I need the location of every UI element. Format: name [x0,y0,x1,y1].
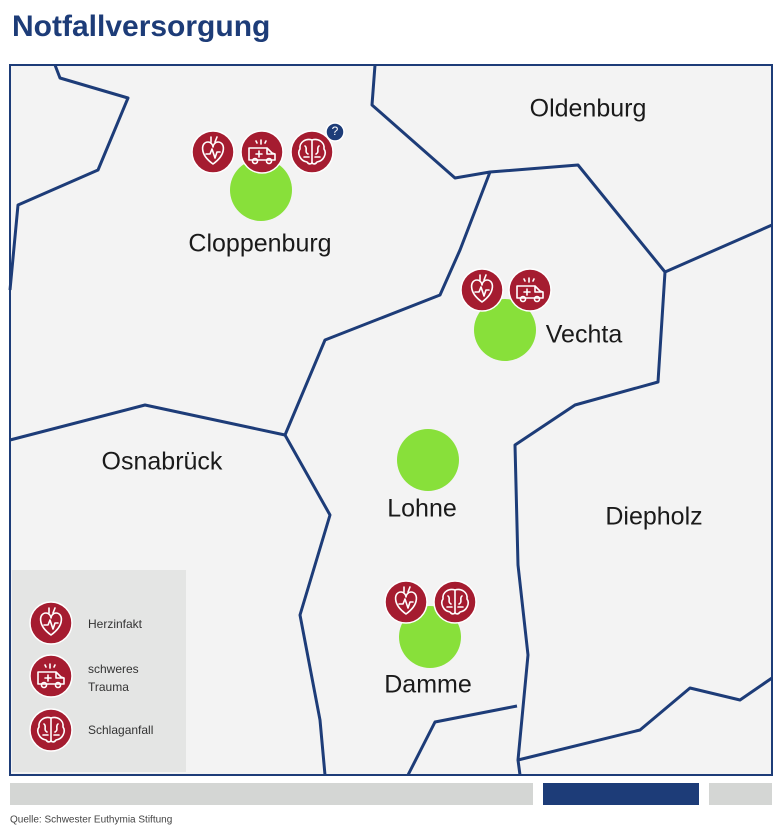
icon-trauma [240,130,284,174]
border [517,676,773,762]
icon-heart [460,268,504,312]
city-dot [397,429,459,491]
border [9,64,492,442]
question-badge [325,122,345,142]
border [406,704,518,776]
legend: Herzinfakt schweres Trauma Schlaganfall [12,570,186,772]
title: Notfallversorgung [12,10,270,43]
legend-icon [29,708,73,752]
border [283,434,332,776]
legend-label: schweres [88,662,139,676]
bar-segment [709,783,772,805]
city-dot [474,299,536,361]
legend-label: Schlaganfall [88,723,153,737]
city-label: Vechta [546,321,623,349]
question-mark: ? [332,124,339,138]
legend-label: Herzinfakt [88,617,143,631]
legend-label: Trauma [88,680,129,694]
care-icons: ? [191,122,552,624]
footer-bar [10,783,772,805]
bar-segment [543,783,699,805]
city-dot [230,159,292,221]
city-markers [230,159,536,668]
source: Quelle: Schwester Euthymia Stiftung [10,815,172,826]
icon-trauma [508,268,552,312]
region-borders [8,64,773,776]
icon-heart [191,130,235,174]
city-label: Damme [384,671,472,699]
city-label: Lohne [387,495,457,523]
city-label: Cloppenburg [188,230,331,258]
icon-stroke [433,580,477,624]
legend-icon [29,601,73,645]
bar-segment [10,783,533,805]
region-label: Osnabrück [102,448,223,476]
border [513,271,667,776]
border [489,163,773,274]
border [8,64,130,291]
legend-icon [29,654,73,698]
icon-stroke [290,130,334,174]
region-label: Diepholz [605,503,702,531]
region-label: Oldenburg [530,95,647,123]
icon-heart [384,580,428,624]
